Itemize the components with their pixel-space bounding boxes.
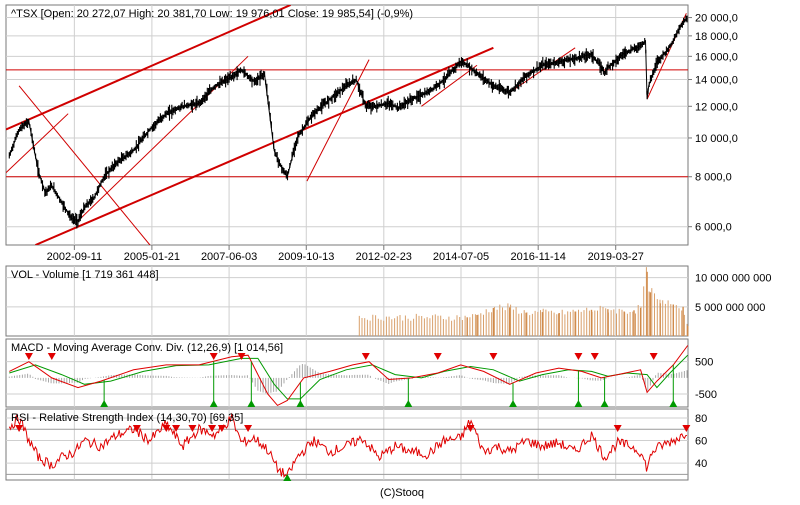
macd-plot: [8, 345, 689, 407]
y-tick-label: 18 000,0: [695, 31, 738, 43]
y-tick-label: -500: [695, 389, 717, 401]
rsi-sell-signal: [682, 425, 691, 432]
macd-sell-signal: [590, 353, 599, 360]
rsi-sell-signal: [208, 425, 217, 432]
rsi-line: [8, 412, 688, 478]
macd-sell-signal: [209, 353, 218, 360]
price-line: [8, 17, 688, 222]
y-tick-label: 500: [695, 357, 713, 369]
macd-buy-signal: [209, 400, 218, 407]
price-panel-title: ^TSX [Open: 20 272,07 High: 20 381,70 Lo…: [11, 8, 413, 20]
rsi-buy-signal: [283, 474, 292, 481]
macd-sell-signal: [237, 353, 246, 360]
volume-bar: [541, 312, 544, 336]
x-tick-label: 2019-03-27: [588, 251, 644, 263]
y-tick-label: 12 000,0: [695, 101, 738, 113]
macd-buy-signal: [100, 400, 109, 407]
rsi-sell-signal: [613, 425, 622, 432]
rsi-sell-signal: [132, 425, 141, 432]
y-tick-label: 10 000 000 000: [695, 273, 771, 285]
y-tick-label: 16 000,0: [695, 51, 738, 63]
volume-bar: [466, 317, 468, 336]
y-tick-label: 5 000 000 000: [695, 302, 765, 314]
volume-bar: [476, 315, 478, 336]
macd-sell-signal: [361, 353, 370, 360]
trendline: [35, 46, 494, 245]
volume-bar: [574, 311, 576, 336]
volume-bar: [509, 307, 511, 336]
y-tick-label: 20 000,0: [695, 13, 738, 25]
x-tick-label: 2014-07-05: [433, 251, 489, 263]
volume-bar: [607, 309, 609, 336]
volume-bar: [672, 304, 674, 336]
price-panel-frame: [5, 4, 689, 246]
y-tick-label: 80: [695, 413, 707, 425]
macd-sell-signal: [24, 353, 33, 360]
volume-bar: [623, 311, 625, 336]
volume-bar: [649, 292, 652, 337]
y-tick-label: 8 000,0: [695, 172, 732, 184]
macd-histogram: [8, 364, 688, 394]
rsi-sell-signal: [217, 425, 226, 432]
x-tick-label: 2009-10-13: [278, 251, 334, 263]
macd-buy-signal: [509, 400, 518, 407]
rsi-sell-signal: [188, 425, 197, 432]
y-tick-label: 60: [695, 436, 707, 448]
y-tick-label: 40: [695, 458, 707, 470]
macd-sell-signal: [47, 353, 56, 360]
price-plot: [6, 5, 688, 245]
rsi-sell-signal: [15, 425, 24, 432]
macd-sell-signal: [489, 353, 498, 360]
volume-bar: [525, 312, 527, 336]
trendline: [421, 64, 478, 107]
rsi-plot: [6, 412, 691, 481]
y-tick-label: 10 000,0: [695, 133, 738, 145]
macd-sell-signal: [574, 353, 583, 360]
x-tick-label: 2012-02-23: [356, 251, 412, 263]
rsi-panel-title: RSI - Relative Strength Index (14,30,70)…: [11, 412, 243, 424]
rsi-sell-signal: [172, 425, 181, 432]
rsi-panel-frame: [5, 408, 689, 481]
y-tick-label: 6 000,0: [695, 222, 732, 234]
macd-panel-title: MACD - Moving Average Conv. Div. (12,26,…: [11, 342, 283, 354]
volume-bar: [492, 308, 495, 336]
macd-line: [9, 345, 689, 407]
trendline: [306, 59, 370, 182]
macd-panel-frame: [5, 338, 689, 408]
axis-labels: 2002-09-11 2005-01-21 2007-06-03 2009-10-13…: [47, 13, 772, 471]
price-clipped-group: [6, 5, 688, 245]
rsi-sell-signal: [244, 425, 253, 432]
trendline: [18, 85, 151, 245]
x-tick-label: 2016-11-14: [510, 251, 565, 263]
rsi-sell-signal: [466, 425, 475, 432]
macd-buy-signal: [247, 400, 256, 407]
volume-bar: [659, 303, 661, 336]
volume-bar: [687, 326, 689, 336]
macd-buy-signal: [669, 400, 678, 407]
x-tick-label: 2007-06-03: [201, 251, 257, 263]
macd-sell-signal: [433, 353, 442, 360]
volume-bar: [639, 308, 642, 336]
x-tick-label: 2005-01-21: [124, 251, 180, 263]
volume-bar: [646, 271, 648, 336]
volume-bar: [590, 309, 593, 337]
macd-buy-signal: [404, 400, 413, 407]
rsi-sell-signal: [162, 425, 171, 432]
y-tick-label: 14 000,0: [695, 75, 738, 87]
macd-buy-signal: [296, 400, 305, 407]
volume-bar: [558, 313, 560, 337]
credit-text: (C)Stooq: [380, 487, 424, 499]
macd-buy-signal: [574, 400, 583, 407]
volume-panel-title: VOL - Volume [1 719 361 448]: [11, 269, 159, 281]
trendline: [6, 5, 291, 131]
macd-sell-signal: [649, 353, 658, 360]
x-tick-label: 2002-09-11: [47, 251, 102, 263]
volume-bar: [633, 310, 635, 336]
volume-bar: [682, 306, 684, 336]
volume-plot: [358, 267, 689, 337]
macd-buy-signal: [600, 400, 609, 407]
